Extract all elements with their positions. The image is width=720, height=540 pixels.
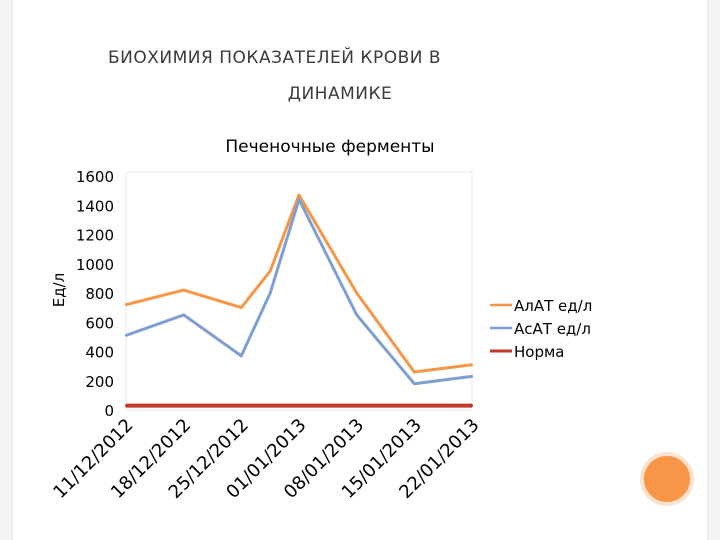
data-point <box>268 269 272 273</box>
y-axis-label: Ед/л <box>50 273 68 308</box>
data-point <box>413 382 416 385</box>
y-tick-label: 800 <box>85 285 114 303</box>
data-point <box>470 375 474 378</box>
y-tick-label: 200 <box>85 373 114 391</box>
slide-title-line-2: динамике <box>287 84 393 104</box>
decorative-circle-icon <box>640 452 694 506</box>
series-line-2 <box>125 197 473 386</box>
data-point <box>240 354 243 358</box>
data-point <box>268 291 272 295</box>
data-point <box>470 404 474 407</box>
plot-area: 0200400600800100012001400160011/12/20121… <box>49 168 483 503</box>
legend-label: АлАТ ед/л <box>514 297 592 315</box>
slide-border-left <box>0 0 13 540</box>
y-tick-label: 1000 <box>76 256 114 274</box>
slide-border-right <box>707 0 720 540</box>
data-point <box>470 363 474 366</box>
data-point <box>182 313 185 317</box>
slide-title-line-1: Биохимия показателей крови в <box>108 48 442 68</box>
legend-label: АсАТ ед/л <box>514 320 591 338</box>
legend-label: Норма <box>514 343 565 361</box>
data-point <box>124 404 128 407</box>
y-tick-label: 400 <box>85 344 114 362</box>
data-point <box>124 303 128 306</box>
y-tick-label: 1400 <box>76 197 114 215</box>
chart-title: Печеночные ферменты <box>225 137 434 157</box>
slide-title: Биохимия показателей крови в динамике <box>60 40 620 112</box>
y-tick-label: 1600 <box>76 168 114 186</box>
data-point <box>182 288 185 292</box>
series-line-1 <box>125 193 473 374</box>
data-point <box>355 313 358 317</box>
data-point <box>355 291 358 295</box>
y-tick-label: 0 <box>104 402 114 420</box>
data-point <box>297 198 301 201</box>
y-tick-label: 600 <box>85 314 114 332</box>
data-point <box>297 193 301 197</box>
data-point <box>413 370 416 374</box>
data-point <box>240 306 243 309</box>
y-tick-label: 1200 <box>76 227 114 245</box>
data-point <box>124 334 128 337</box>
legend: АлАТ ед/л АсАТ ед/л Норма <box>490 297 592 361</box>
plot-frame <box>125 171 473 411</box>
